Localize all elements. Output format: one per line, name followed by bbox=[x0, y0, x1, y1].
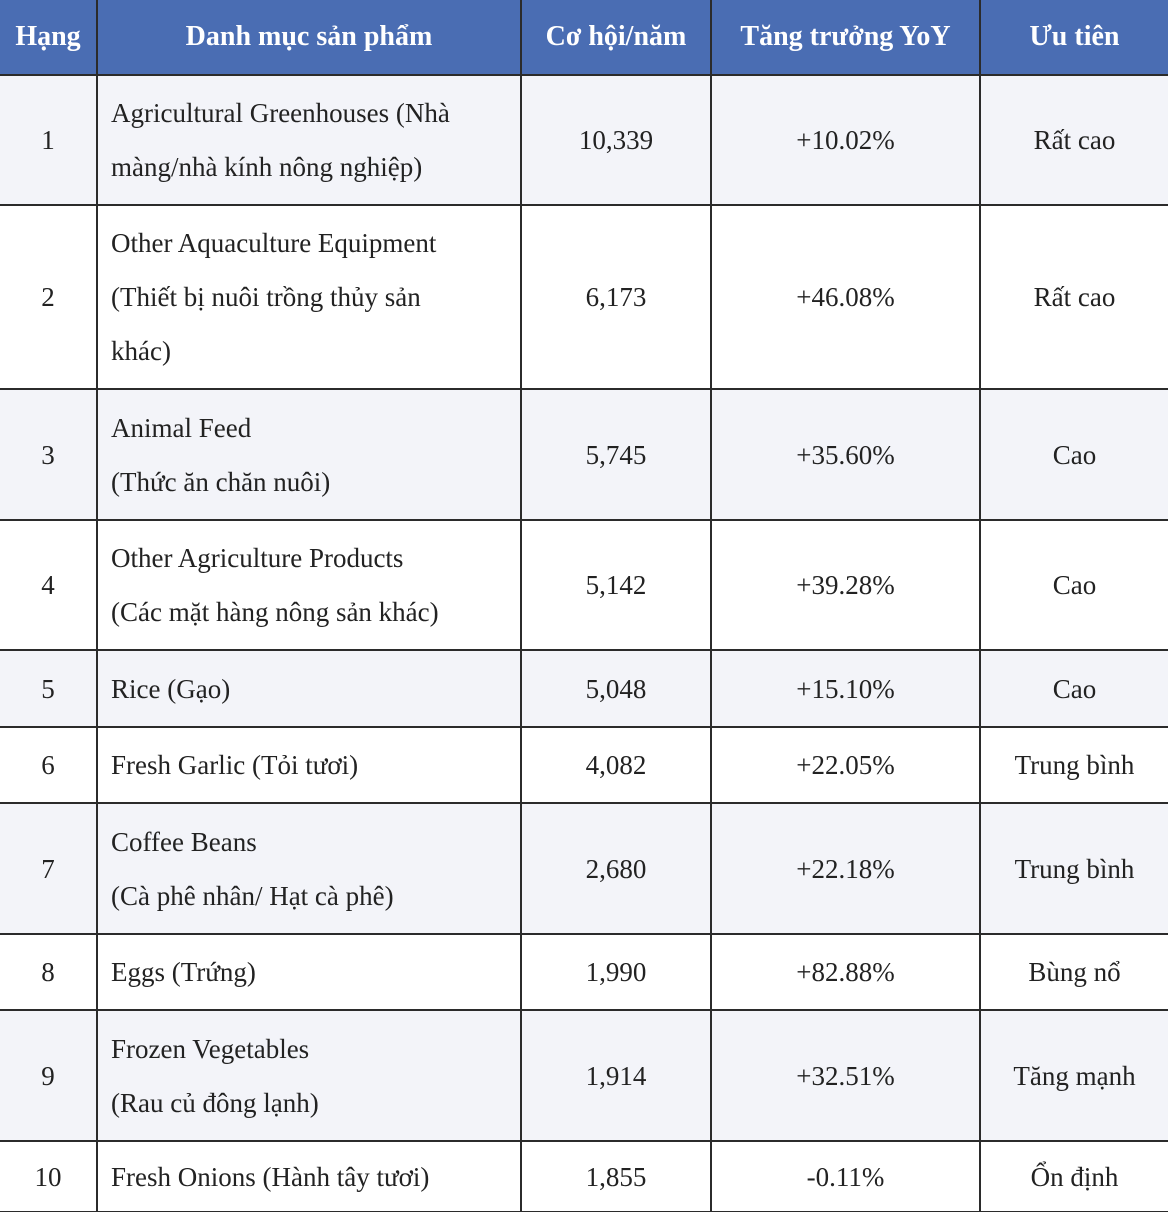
product-cell: Other Agriculture Products (Các mặt hàng … bbox=[97, 520, 522, 651]
product-line: Other Agriculture Products bbox=[111, 543, 404, 573]
product-line: Animal Feed bbox=[111, 412, 252, 443]
table-row: 3 Animal Feed (Thức ăn chăn nuôi) 5,745 +35.… bbox=[0, 389, 1168, 521]
product-cell: Agricultural Greenhouses (Nhà màng/nhà kí… bbox=[97, 75, 522, 206]
growth-cell: +82.88% bbox=[711, 934, 981, 1011]
growth-cell: +39.28% bbox=[711, 520, 981, 651]
opportunity-cell: 5,048 bbox=[521, 650, 712, 728]
rank-cell: 10 bbox=[0, 1141, 98, 1212]
product-line: Eggs (Trứng) bbox=[111, 957, 256, 987]
product-line: (Thức ăn chăn nuôi) bbox=[111, 466, 331, 497]
priority-cell: Trung bình bbox=[980, 727, 1168, 804]
product-line: (Thiết bị nuôi trồng thủy sản bbox=[111, 282, 421, 312]
rank-cell: 3 bbox=[0, 389, 98, 521]
product-cell: Frozen Vegetables (Rau củ đông lạnh) bbox=[97, 1010, 522, 1142]
growth-cell: -0.11% bbox=[711, 1141, 981, 1212]
rank-cell: 6 bbox=[0, 727, 98, 804]
table-row: 5 Rice (Gạo) 5,048 +15.10% Cao bbox=[0, 650, 1168, 728]
priority-cell: Cao bbox=[980, 520, 1168, 651]
growth-cell: +35.60% bbox=[711, 389, 981, 521]
growth-cell: +15.10% bbox=[711, 650, 981, 728]
header-cell: Danh mục sản phẩm bbox=[97, 0, 522, 76]
header-cell: Ưu tiên bbox=[980, 0, 1168, 76]
table-row: 9 Frozen Vegetables (Rau củ đông lạnh) 1,91… bbox=[0, 1010, 1168, 1142]
priority-cell: Ổn định bbox=[980, 1141, 1168, 1212]
opportunity-cell: 6,173 bbox=[521, 205, 712, 390]
table-body: 1 Agricultural Greenhouses (Nhà màng/nhà k… bbox=[0, 75, 1168, 1212]
product-cell: Coffee Beans (Cà phê nhân/ Hạt cà phê) bbox=[97, 803, 522, 935]
product-line: Coffee Beans bbox=[111, 826, 257, 857]
table-row: 2 Other Aquaculture Equipment (Thiết bị nu… bbox=[0, 205, 1168, 390]
table-row: 7 Coffee Beans (Cà phê nhân/ Hạt cà phê) 2,… bbox=[0, 803, 1168, 935]
table-row: 8 Eggs (Trứng) 1,990 +82.88% Bùng nổ bbox=[0, 934, 1168, 1011]
header-row: Hạng Danh mục sản phẩm Cơ hội/năm Tăng trưở… bbox=[0, 0, 1168, 76]
priority-cell: Bùng nổ bbox=[980, 934, 1168, 1011]
opportunity-cell: 1,990 bbox=[521, 934, 712, 1011]
priority-cell: Rất cao bbox=[980, 75, 1168, 206]
table-row: 1 Agricultural Greenhouses (Nhà màng/nhà k… bbox=[0, 75, 1168, 206]
priority-cell: Tăng mạnh bbox=[980, 1010, 1168, 1142]
product-cell: Rice (Gạo) bbox=[97, 650, 522, 728]
product-cell: Animal Feed (Thức ăn chăn nuôi) bbox=[97, 389, 522, 521]
opportunity-cell: 1,914 bbox=[521, 1010, 712, 1142]
table-row: 4 Other Agriculture Products (Các mặt hàng… bbox=[0, 520, 1168, 651]
product-cell: Eggs (Trứng) bbox=[97, 934, 522, 1011]
product-line: Frozen Vegetables bbox=[111, 1033, 310, 1064]
header-cell: Cơ hội/năm bbox=[521, 0, 712, 76]
product-line: (Các mặt hàng nông sản khác) bbox=[111, 597, 439, 627]
rank-cell: 8 bbox=[0, 934, 98, 1011]
product-line: Fresh Onions (Hành tây tươi) bbox=[111, 1161, 430, 1192]
header-cell: Hạng bbox=[0, 0, 98, 76]
growth-cell: +32.51% bbox=[711, 1010, 981, 1142]
product-line: màng/nhà kính nông nghiệp) bbox=[111, 152, 423, 182]
table-row: 6 Fresh Garlic (Tỏi tươi) 4,082 +22.05% Trun… bbox=[0, 727, 1168, 804]
growth-cell: +22.05% bbox=[711, 727, 981, 804]
rank-cell: 1 bbox=[0, 75, 98, 206]
header-cell: Tăng trưởng YoY bbox=[711, 0, 981, 76]
priority-cell: Cao bbox=[980, 389, 1168, 521]
growth-cell: +22.18% bbox=[711, 803, 981, 935]
rank-cell: 7 bbox=[0, 803, 98, 935]
rank-cell: 2 bbox=[0, 205, 98, 390]
opportunity-cell: 10,339 bbox=[521, 75, 712, 206]
opportunity-cell: 5,142 bbox=[521, 520, 712, 651]
product-cell: Other Aquaculture Equipment (Thiết bị nuô… bbox=[97, 205, 522, 390]
rank-cell: 5 bbox=[0, 650, 98, 728]
opportunity-cell: 4,082 bbox=[521, 727, 712, 804]
priority-cell: Trung bình bbox=[980, 803, 1168, 935]
opportunity-cell: 5,745 bbox=[521, 389, 712, 521]
product-line: Agricultural Greenhouses (Nhà bbox=[111, 98, 450, 128]
priority-cell: Cao bbox=[980, 650, 1168, 728]
opportunity-cell: 1,855 bbox=[521, 1141, 712, 1212]
growth-cell: +46.08% bbox=[711, 205, 981, 390]
product-line: Rice (Gạo) bbox=[111, 673, 231, 704]
product-line: Fresh Garlic (Tỏi tươi) bbox=[111, 750, 359, 780]
opportunity-cell: 2,680 bbox=[521, 803, 712, 935]
growth-cell: +10.02% bbox=[711, 75, 981, 206]
table-row: 10 Fresh Onions (Hành tây tươi) 1,855 -0.11… bbox=[0, 1141, 1168, 1212]
product-line: (Cà phê nhân/ Hạt cà phê) bbox=[111, 880, 394, 911]
product-line: khác) bbox=[111, 336, 171, 366]
product-cell: Fresh Onions (Hành tây tươi) bbox=[97, 1141, 522, 1212]
product-cell: Fresh Garlic (Tỏi tươi) bbox=[97, 727, 522, 804]
priority-cell: Rất cao bbox=[980, 205, 1168, 390]
rank-cell: 4 bbox=[0, 520, 98, 651]
rank-cell: 9 bbox=[0, 1010, 98, 1142]
product-line: (Rau củ đông lạnh) bbox=[111, 1087, 319, 1118]
product-line: Other Aquaculture Equipment bbox=[111, 228, 437, 258]
